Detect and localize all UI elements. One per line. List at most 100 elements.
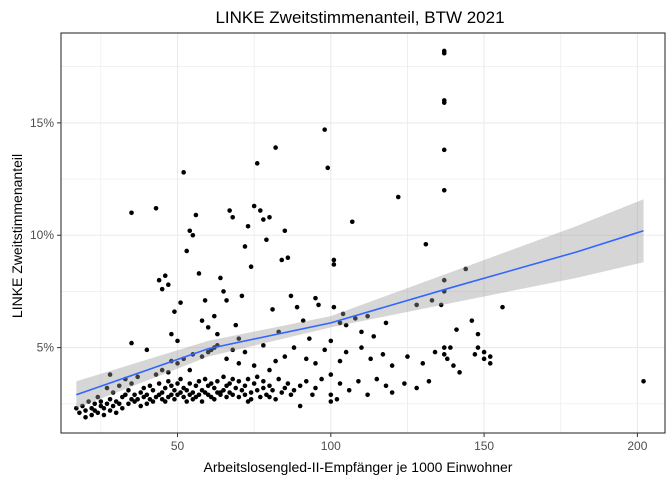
data-point	[187, 381, 193, 386]
data-point	[172, 396, 177, 402]
data-point	[138, 390, 144, 395]
data-point	[193, 212, 199, 218]
data-point	[116, 383, 122, 389]
data-point	[218, 275, 223, 281]
data-point	[92, 401, 98, 407]
data-point	[221, 374, 226, 380]
data-point	[288, 392, 294, 398]
data-point	[202, 298, 208, 303]
data-point	[190, 232, 196, 238]
data-point	[144, 401, 150, 407]
data-point	[248, 390, 254, 395]
data-point	[487, 361, 493, 366]
data-point	[166, 282, 171, 287]
data-point	[242, 392, 248, 398]
data-point	[303, 356, 309, 362]
data-point	[297, 383, 303, 389]
data-point	[162, 399, 168, 404]
data-point	[313, 385, 318, 391]
data-point	[291, 345, 297, 350]
data-point	[224, 394, 229, 400]
data-point	[288, 293, 294, 299]
data-point	[251, 381, 257, 386]
data-point	[215, 379, 220, 384]
data-point	[270, 307, 275, 312]
data-point	[245, 223, 251, 229]
data-point	[245, 399, 251, 404]
data-point	[426, 379, 432, 384]
data-point	[208, 381, 214, 386]
data-point	[441, 188, 447, 193]
data-point	[169, 331, 174, 337]
data-point	[129, 381, 134, 386]
data-point	[236, 336, 242, 341]
data-point	[395, 194, 401, 200]
data-point	[104, 385, 110, 391]
data-point	[475, 345, 481, 350]
data-point	[441, 48, 447, 54]
data-point	[196, 392, 202, 398]
data-point	[328, 399, 334, 404]
data-point	[215, 331, 220, 337]
data-point	[423, 241, 429, 247]
data-point	[383, 383, 389, 389]
data-point	[230, 347, 235, 353]
data-point	[166, 379, 171, 384]
data-point	[469, 318, 475, 323]
data-point	[254, 388, 260, 393]
data-point	[337, 381, 343, 386]
data-point	[89, 412, 94, 418]
data-point	[113, 410, 119, 416]
chart-title: LINKE Zweitstimmenanteil, BTW 2021	[215, 8, 504, 27]
data-point	[242, 349, 248, 355]
data-point	[254, 374, 260, 380]
data-point	[441, 98, 447, 103]
data-point	[441, 277, 447, 283]
x-axis-title: Arbeitslosengled-II-Empfänger je 1000 Ei…	[204, 459, 513, 475]
data-point	[454, 327, 459, 332]
data-point	[472, 352, 478, 357]
data-point	[95, 410, 101, 416]
data-point	[273, 145, 278, 150]
data-point	[322, 127, 327, 132]
data-point	[169, 392, 174, 398]
data-point	[202, 376, 208, 382]
data-point	[110, 403, 116, 409]
data-point	[233, 385, 239, 391]
data-point	[251, 203, 257, 209]
data-point	[172, 309, 177, 314]
data-point	[184, 248, 190, 254]
data-point	[162, 385, 168, 391]
panel-background	[61, 33, 665, 433]
data-point	[487, 354, 493, 359]
data-point	[282, 354, 288, 359]
data-point	[261, 379, 266, 384]
data-point	[224, 298, 229, 303]
data-point	[138, 403, 144, 409]
data-point	[273, 396, 278, 402]
data-point	[261, 217, 266, 222]
data-point	[193, 383, 199, 389]
data-point	[184, 399, 190, 404]
data-point	[448, 345, 453, 350]
data-point	[300, 318, 306, 323]
data-point	[261, 385, 266, 391]
data-point	[365, 392, 370, 398]
data-point	[150, 399, 156, 404]
data-point	[331, 304, 337, 310]
data-point	[405, 354, 410, 359]
data-point	[172, 388, 177, 393]
data-point	[227, 381, 232, 386]
x-tick-label: 150	[474, 439, 494, 453]
data-point	[233, 322, 239, 328]
data-point	[267, 383, 272, 389]
data-point	[441, 147, 447, 153]
data-point	[481, 356, 487, 362]
data-point	[116, 401, 122, 407]
data-point	[187, 228, 193, 234]
data-point	[107, 396, 113, 402]
data-point	[159, 367, 165, 373]
data-point	[212, 385, 217, 391]
data-point	[481, 349, 487, 355]
y-tick-label: 5%	[37, 341, 55, 355]
